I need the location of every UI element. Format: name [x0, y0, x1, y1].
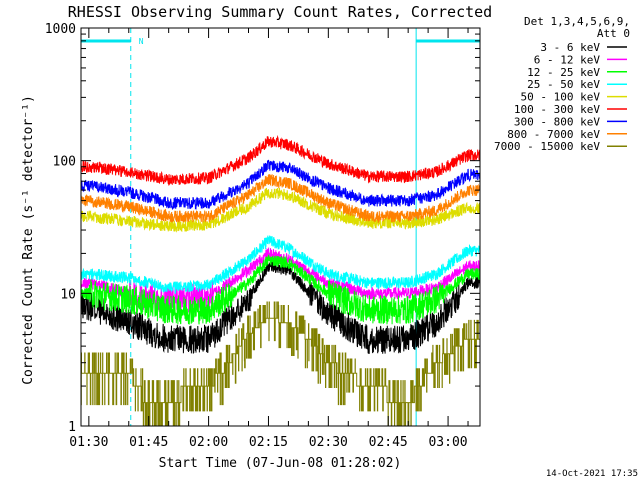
series-line: [81, 260, 480, 354]
legend-title: Att 0: [597, 27, 630, 40]
series-line: [81, 254, 480, 325]
series-lines: [81, 134, 480, 426]
y-tick-label: 10: [60, 287, 76, 302]
legend-entry-label: 12 - 25 keV: [527, 66, 600, 79]
chart-title: RHESSI Observing Summary Count Rates, Co…: [68, 3, 492, 21]
x-tick-label: 03:00: [428, 435, 467, 450]
plot-frame: [80, 27, 481, 427]
legend-entry-label: 25 - 50 keV: [527, 78, 600, 91]
legend-entry-label: 6 - 12 keV: [534, 53, 601, 66]
y-axis: 1 10 100 1000: [45, 22, 480, 435]
series-line: [81, 186, 480, 233]
x-tick-label: 02:00: [189, 435, 228, 450]
y-tick-label: 1: [68, 420, 76, 435]
x-tick-label: 01:30: [69, 435, 108, 450]
timestamp: 14-Oct-2021 17:35: [546, 469, 638, 479]
y-axis-label: Corrected Count Rate (s⁻¹ detector⁻¹): [21, 95, 36, 385]
legend-entry-label: 3 - 6 keV: [540, 41, 600, 54]
series-line: [81, 174, 480, 224]
series-line: [81, 159, 480, 211]
legend-entry-label: 800 - 7000 keV: [507, 128, 600, 141]
legend-entry-label: 300 - 800 keV: [514, 115, 600, 128]
legend-entry-label: 7000 - 15000 keV: [494, 140, 600, 153]
y-tick-label: 100: [53, 155, 76, 170]
series-line: [81, 134, 480, 186]
series-line: [81, 235, 480, 294]
legend-entry-label: 50 - 100 keV: [521, 91, 601, 104]
legend-entry-label: 100 - 300 keV: [514, 103, 600, 116]
night-intervals: N: [80, 28, 481, 426]
x-tick-label: 02:15: [249, 435, 288, 450]
night-marker-label: N: [139, 37, 144, 46]
x-tick-label: 02:30: [309, 435, 348, 450]
series-line: [81, 301, 480, 426]
x-axis-label: Start Time (07-Jun-08 01:28:02): [159, 456, 402, 471]
legend-title: Det 1,3,4,5,6,9,: [524, 15, 630, 28]
x-tick-label: 01:45: [129, 435, 168, 450]
x-axis: 01:30 01:45 02:00 02:15 02:30 02:45 03:00: [69, 28, 469, 450]
x-tick-label: 02:45: [369, 435, 408, 450]
y-tick-label: 1000: [45, 22, 76, 37]
